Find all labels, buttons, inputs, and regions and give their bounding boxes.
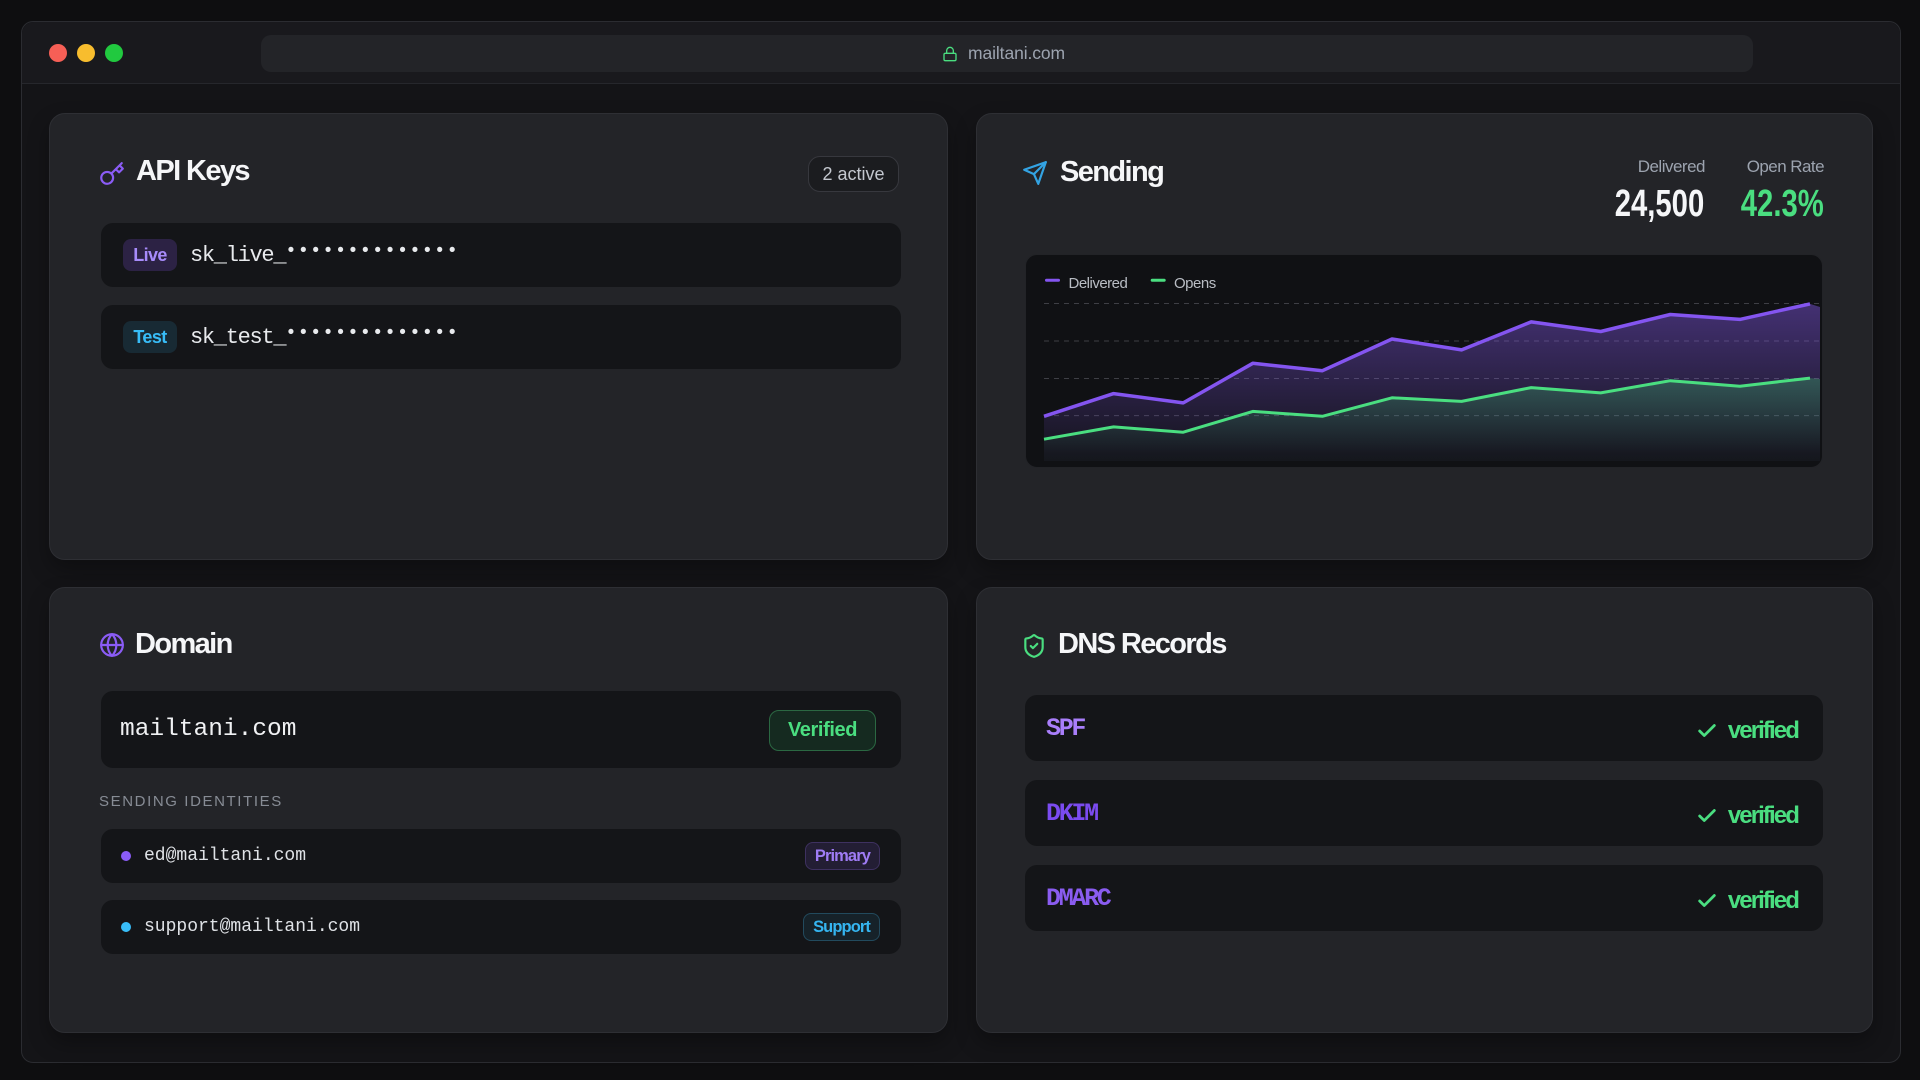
svg-text:Opens: Opens [1174,275,1216,292]
svg-text:Delivered: Delivered [1069,275,1128,292]
